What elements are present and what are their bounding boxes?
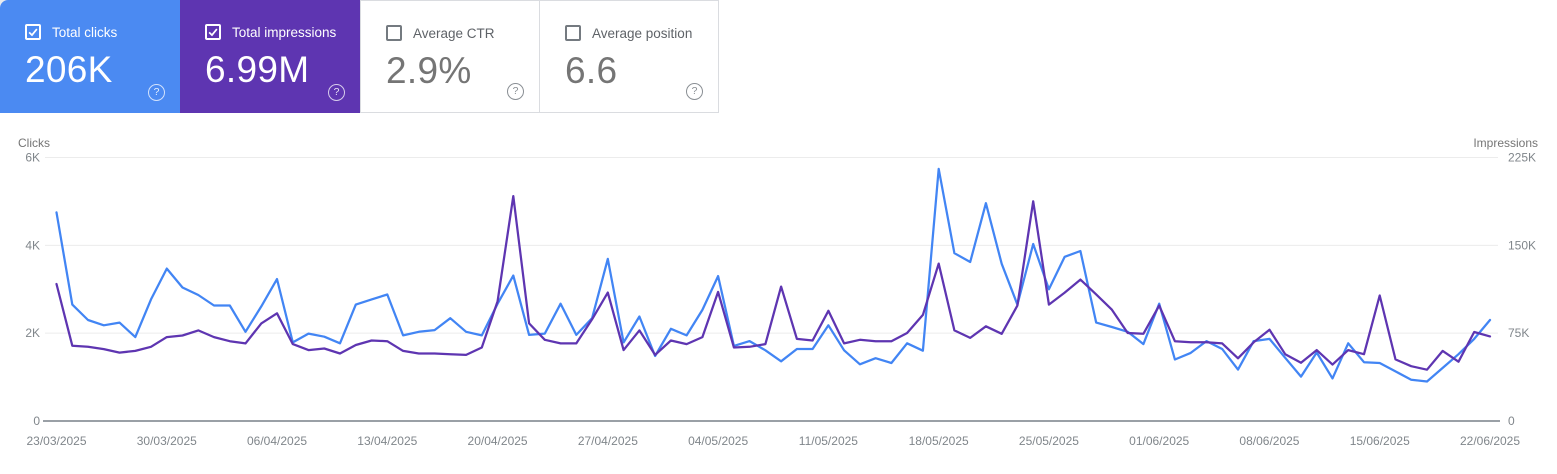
metric-card-header: Total impressions bbox=[205, 24, 342, 40]
date-label: 13/04/2025 bbox=[357, 434, 417, 448]
metric-card-total-impressions[interactable]: Total impressions 6.99M ? bbox=[180, 0, 360, 113]
metric-value: 206K bbox=[25, 49, 113, 90]
right-axis-tick: 0 bbox=[1508, 414, 1515, 428]
left-axis-tick: 2K bbox=[25, 326, 40, 340]
ctr-checkbox[interactable] bbox=[386, 25, 402, 41]
date-label: 08/06/2025 bbox=[1239, 434, 1299, 448]
date-label: 18/05/2025 bbox=[909, 434, 969, 448]
date-label: 06/04/2025 bbox=[247, 434, 307, 448]
metric-value: 6.6 bbox=[565, 50, 618, 91]
left-axis-tick: 0 bbox=[33, 414, 40, 428]
date-label: 23/03/2025 bbox=[26, 434, 86, 448]
help-icon[interactable]: ? bbox=[148, 84, 165, 101]
left-axis-tick: 6K bbox=[25, 151, 40, 165]
right-axis-title: Impressions bbox=[1473, 136, 1538, 150]
metric-card-header: Average CTR bbox=[386, 25, 521, 41]
metric-label: Average CTR bbox=[413, 25, 495, 41]
clicks-checkbox[interactable] bbox=[25, 24, 41, 40]
metric-label: Total impressions bbox=[232, 24, 337, 40]
date-label: 25/05/2025 bbox=[1019, 434, 1079, 448]
right-axis-tick: 225K bbox=[1508, 151, 1536, 165]
date-label: 20/04/2025 bbox=[468, 434, 528, 448]
total-impressions-line[interactable] bbox=[55, 194, 1492, 371]
help-icon[interactable]: ? bbox=[686, 83, 703, 100]
date-label: 22/06/2025 bbox=[1460, 434, 1520, 448]
metric-card-average-position[interactable]: Average position 6.6 ? bbox=[539, 0, 719, 113]
date-label: 15/06/2025 bbox=[1350, 434, 1410, 448]
metric-label: Average position bbox=[592, 25, 693, 41]
metric-card-average-ctr[interactable]: Average CTR 2.9% ? bbox=[360, 0, 540, 113]
help-icon[interactable]: ? bbox=[328, 84, 345, 101]
metric-value: 6.99M bbox=[205, 49, 310, 90]
impressions-checkbox[interactable] bbox=[205, 24, 221, 40]
right-axis-tick: 150K bbox=[1508, 238, 1536, 252]
checkmark-icon bbox=[28, 28, 38, 37]
right-axis-tick: 75K bbox=[1508, 326, 1529, 340]
help-icon[interactable]: ? bbox=[507, 83, 524, 100]
metric-cards-row: Total clicks 206K ? Total impressions 6.… bbox=[0, 0, 719, 113]
total-clicks-line[interactable] bbox=[55, 167, 1492, 383]
metric-card-header: Average position bbox=[565, 25, 700, 41]
checkmark-icon bbox=[208, 28, 218, 37]
metric-card-header: Total clicks bbox=[25, 24, 162, 40]
position-checkbox[interactable] bbox=[565, 25, 581, 41]
date-label: 30/03/2025 bbox=[137, 434, 197, 448]
metric-label: Total clicks bbox=[52, 24, 118, 40]
date-label: 11/05/2025 bbox=[799, 434, 858, 448]
metric-value: 2.9% bbox=[386, 50, 472, 91]
left-axis-tick: 4K bbox=[25, 238, 40, 252]
metric-card-total-clicks[interactable]: Total clicks 206K ? bbox=[0, 0, 180, 113]
date-label: 04/05/2025 bbox=[688, 434, 748, 448]
left-axis-title: Clicks bbox=[18, 136, 50, 150]
date-label: 01/06/2025 bbox=[1129, 434, 1189, 448]
date-label: 27/04/2025 bbox=[578, 434, 638, 448]
